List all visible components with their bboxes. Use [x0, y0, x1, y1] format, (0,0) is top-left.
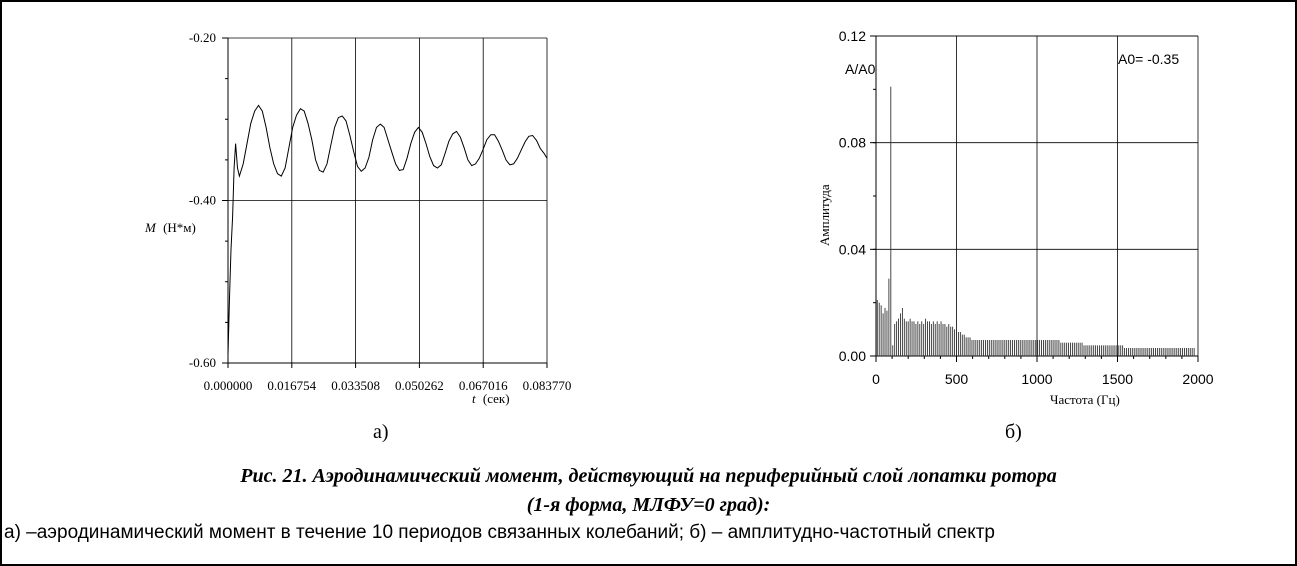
chart-a-xlabel-unit: (сек) [483, 391, 510, 406]
figure-caption-subtitle: (1-я форма, МЛФУ=0 град): [526, 494, 771, 516]
chart-a-ylabel-symbol: M [144, 220, 157, 235]
chart-a-xtick-label: 0.033508 [331, 378, 380, 393]
chart-a-ytick-label: -0.40 [189, 193, 216, 208]
chart-a-xtick-label: 0.000000 [204, 378, 253, 393]
chart-b-ticks: 0 500 1000 1500 2000 0.00 0.04 0.08 0.12 [839, 28, 1214, 387]
chart-a-ylabel: M (Н*м) [144, 220, 196, 235]
chart-a-ylabel-unit: (Н*м) [163, 220, 196, 235]
chart-b-annotation: A0= -0.35 [1118, 51, 1179, 67]
chart-b-ytick-label: 0.00 [839, 348, 866, 364]
chart-b-xlabel: Частота (Гц) [1050, 392, 1120, 407]
chart-b-ytick-label: 0.12 [839, 28, 866, 44]
chart-a-ticks: 0.000000 0.016754 0.033508 0.050262 0.067016… [189, 30, 571, 393]
chart-b-xtick-label: 2000 [1182, 371, 1213, 387]
chart-a-xtick-label: 0.016754 [267, 378, 316, 393]
chart-a-xlabel: t (сек) [472, 391, 510, 406]
chart-b-xtick-label: 1500 [1102, 371, 1133, 387]
chart-b-panel-label: б) [1005, 421, 1022, 443]
chart-b-ytick-label: 0.04 [839, 241, 866, 257]
figure-caption-title: Рис. 21. Аэродинамический момент, действ… [240, 465, 1057, 487]
chart-b-xtick-label: 0 [872, 371, 880, 387]
chart-a-xtick-label: 0.083770 [523, 378, 572, 393]
chart-a-grid [222, 37, 548, 368]
chart-a-panel-label: а) [373, 421, 389, 443]
chart-a-xtick-label: 0.050262 [395, 378, 444, 393]
figure-caption-description: а) –аэродинамический момент в течение 10… [4, 522, 995, 543]
chart-a-ytick-label: -0.20 [189, 30, 216, 45]
chart-b-xtick-label: 1000 [1021, 371, 1052, 387]
chart-b-grid [870, 35, 1199, 362]
chart-b-bars [876, 86, 1195, 356]
chart-b-xtick-label: 500 [945, 371, 969, 387]
chart-b-y-annotation: A/A0 [845, 61, 876, 77]
chart-a-xtick-label: 0.067016 [459, 378, 508, 393]
chart-a-xlabel-symbol: t [472, 391, 476, 406]
chart-b-ylabel: Амплитуда [817, 184, 832, 246]
chart-b-ytick-label: 0.08 [839, 135, 866, 151]
chart-a-series-line [227, 104, 548, 355]
chart-a-ytick-label: -0.60 [189, 355, 216, 370]
